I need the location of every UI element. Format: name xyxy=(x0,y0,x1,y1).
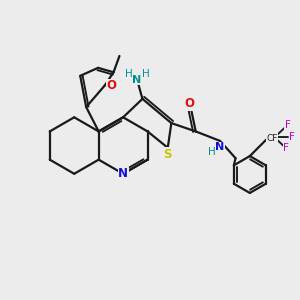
Text: F: F xyxy=(290,132,295,142)
Text: H: H xyxy=(142,69,149,79)
Text: CF: CF xyxy=(266,134,278,143)
Text: F: F xyxy=(284,143,289,153)
Text: N: N xyxy=(118,167,128,180)
Text: N: N xyxy=(215,142,225,152)
Text: H: H xyxy=(208,147,216,157)
Text: N: N xyxy=(133,75,142,85)
Text: O: O xyxy=(106,79,116,92)
Text: O: O xyxy=(185,97,195,110)
Text: F: F xyxy=(285,121,290,130)
Text: S: S xyxy=(164,148,172,161)
Text: H: H xyxy=(125,69,133,79)
